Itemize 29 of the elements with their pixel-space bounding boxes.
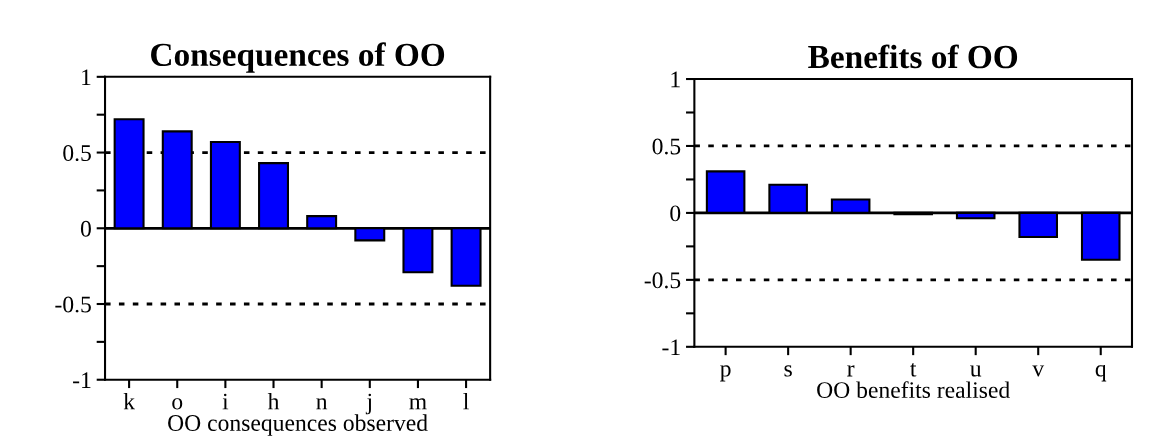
x-axis-title: OO consequences observed — [168, 414, 428, 436]
x-tick-label: n — [316, 398, 328, 410]
x-tick-label: h — [267, 392, 280, 410]
y-tick-label: 0 — [670, 205, 681, 222]
x-tick-label: q — [1095, 365, 1107, 382]
x-tick-label: v — [1032, 365, 1045, 377]
y-tick-label: 1 — [82, 69, 91, 86]
x-axis-title: OO benefits realised — [817, 381, 1010, 399]
x-tick-label: u — [970, 365, 982, 377]
y-tick-label: -0.5 — [644, 272, 681, 289]
x-tick-label: j — [365, 393, 372, 415]
y-tick-label: 1 — [671, 71, 680, 88]
y-tick-label: 0.5 — [63, 145, 91, 162]
x-tick-label: m — [409, 398, 427, 410]
x-tick-label: l — [463, 392, 469, 410]
x-tick-label: o — [172, 398, 183, 410]
x-tick-label: r — [847, 365, 855, 377]
x-tick-label: k — [123, 392, 135, 410]
y-tick-label: 0.5 — [652, 138, 681, 155]
x-tick-label: s — [784, 365, 792, 377]
y-tick-label: -1 — [662, 339, 680, 355]
x-tick-label: p — [720, 365, 731, 382]
x-tick-label: i — [222, 393, 229, 410]
chart-title: Consequences of OO — [151, 42, 445, 73]
y-tick-label: 0 — [80, 220, 91, 237]
y-tick-label: -0.5 — [55, 296, 91, 313]
x-tick-label: t — [910, 363, 917, 377]
chart-title: Benefits of OO — [808, 44, 1018, 69]
y-tick-label: -1 — [73, 372, 91, 388]
